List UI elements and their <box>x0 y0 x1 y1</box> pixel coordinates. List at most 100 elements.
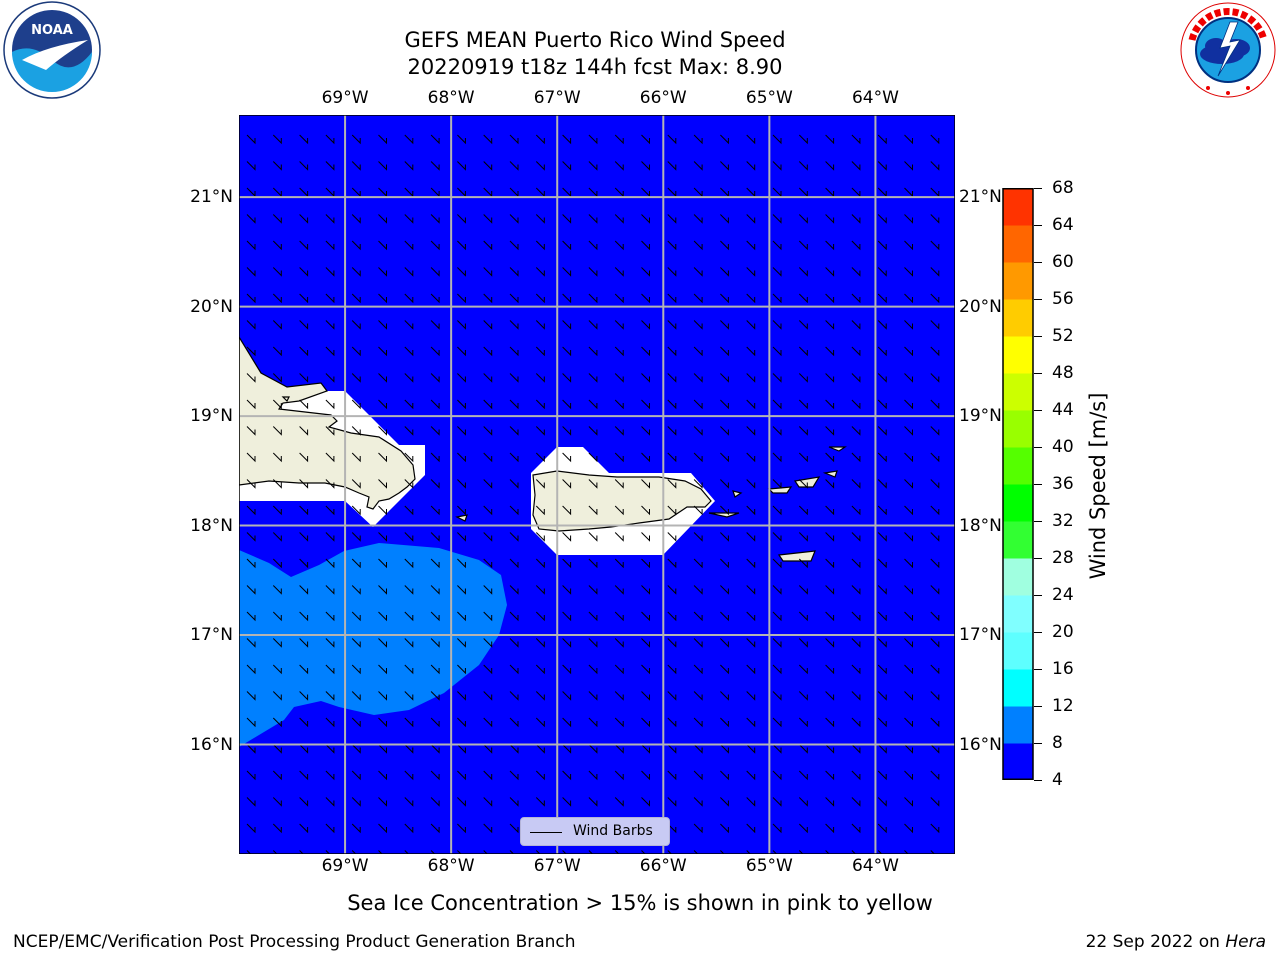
wind-barb <box>614 558 624 569</box>
wind-barb <box>720 399 729 410</box>
wind-barb <box>641 240 650 251</box>
wind-barb <box>720 744 729 754</box>
wind-barb <box>772 187 782 198</box>
wind-barb <box>457 479 466 489</box>
wind-barb <box>246 399 256 410</box>
wind-barb <box>404 293 414 304</box>
wind-barb <box>272 532 282 542</box>
colorbar-bin <box>1003 299 1033 337</box>
wind-barb <box>930 744 940 754</box>
wind-barb <box>430 638 440 648</box>
wind-barb <box>930 320 940 330</box>
wind-barb <box>825 585 835 595</box>
colorbar-tick-mark <box>1034 188 1042 189</box>
wind-barb <box>667 161 677 171</box>
wind-barb <box>798 664 808 675</box>
wind-barb <box>825 320 835 330</box>
wind-barb <box>404 823 414 834</box>
wind-barb <box>720 293 729 304</box>
wind-barb <box>378 585 387 595</box>
wind-barb <box>798 267 808 277</box>
wind-barb <box>509 479 519 489</box>
wind-barb <box>351 187 361 198</box>
wind-barb <box>299 664 309 675</box>
wind-barb <box>746 267 756 277</box>
wind-barb <box>904 558 913 569</box>
wind-barb <box>378 452 387 463</box>
wind-barb <box>535 585 545 595</box>
wind-barb <box>272 717 282 728</box>
wind-barb <box>720 320 729 330</box>
wind-barb <box>246 770 256 781</box>
wind-barb <box>930 638 940 648</box>
wind-barb <box>693 717 703 728</box>
wind-band-8-12 <box>239 543 507 747</box>
wind-barb <box>772 744 782 754</box>
wind-barb <box>535 770 545 781</box>
wind-barb <box>746 558 756 569</box>
wind-barb <box>641 267 650 277</box>
wind-barb <box>351 426 361 436</box>
wind-barb <box>667 850 677 854</box>
wind-barb <box>693 532 703 542</box>
wind-barb <box>693 320 703 330</box>
wind-barb <box>825 505 835 516</box>
wind-barb <box>667 373 677 383</box>
wind-barb <box>509 267 519 277</box>
wind-barb <box>351 558 361 569</box>
wind-barb <box>351 346 361 357</box>
colorbar-tick-label: 32 <box>1052 511 1074 531</box>
wind-barb <box>562 214 572 224</box>
wind-barb <box>535 346 545 357</box>
wind-barb <box>641 346 650 357</box>
wind-barb <box>614 161 624 171</box>
wind-barb <box>641 214 650 224</box>
wind-barb <box>509 240 519 251</box>
colorbar-bin <box>1003 484 1033 522</box>
wind-barb <box>378 691 387 701</box>
lon-tick-bottom: 66°W <box>639 856 687 876</box>
wind-barb <box>325 770 335 781</box>
wind-barb <box>825 452 835 463</box>
wind-barb <box>746 638 756 648</box>
colorbar-bin <box>1003 225 1033 263</box>
tortola-island <box>793 476 821 488</box>
wind-barb <box>614 134 624 145</box>
wind-barb <box>272 611 282 622</box>
wind-barb <box>693 399 703 410</box>
wind-barb <box>351 399 361 410</box>
wind-barb <box>351 585 361 595</box>
wind-barb <box>614 426 624 436</box>
wind-barb <box>667 558 677 569</box>
colorbar-bin <box>1003 336 1033 374</box>
wind-barb <box>641 558 650 569</box>
wind-barb <box>904 320 913 330</box>
wind-barb <box>272 505 282 516</box>
wind-speed-map <box>239 115 955 854</box>
wind-barb <box>483 161 493 171</box>
wind-barb <box>325 346 335 357</box>
wind-barb <box>588 399 598 410</box>
wind-barb <box>693 770 703 781</box>
wind-barb <box>562 664 572 675</box>
colorbar-tick-label: 56 <box>1052 289 1074 309</box>
puerto-rico-land <box>532 470 712 532</box>
wind-barb <box>246 823 256 834</box>
wind-barb <box>641 532 650 542</box>
wind-barbs-legend: Wind Barbs <box>520 817 670 846</box>
wind-barb <box>430 532 440 542</box>
wind-barb <box>641 293 650 304</box>
wind-barb <box>351 850 361 854</box>
map-subtitle: 20220919 t18z 144h fcst Max: 8.90 <box>407 55 783 79</box>
wind-barb <box>325 797 335 807</box>
wind-barb <box>483 558 493 569</box>
wind-barb <box>457 373 466 383</box>
wind-barb <box>614 797 624 807</box>
wind-barb <box>535 850 545 854</box>
wind-barb <box>588 611 598 622</box>
wind-barb <box>877 505 887 516</box>
wind-barb <box>457 823 466 834</box>
wind-barb <box>746 585 756 595</box>
wind-barb <box>325 664 335 675</box>
wind-barb <box>877 744 887 754</box>
